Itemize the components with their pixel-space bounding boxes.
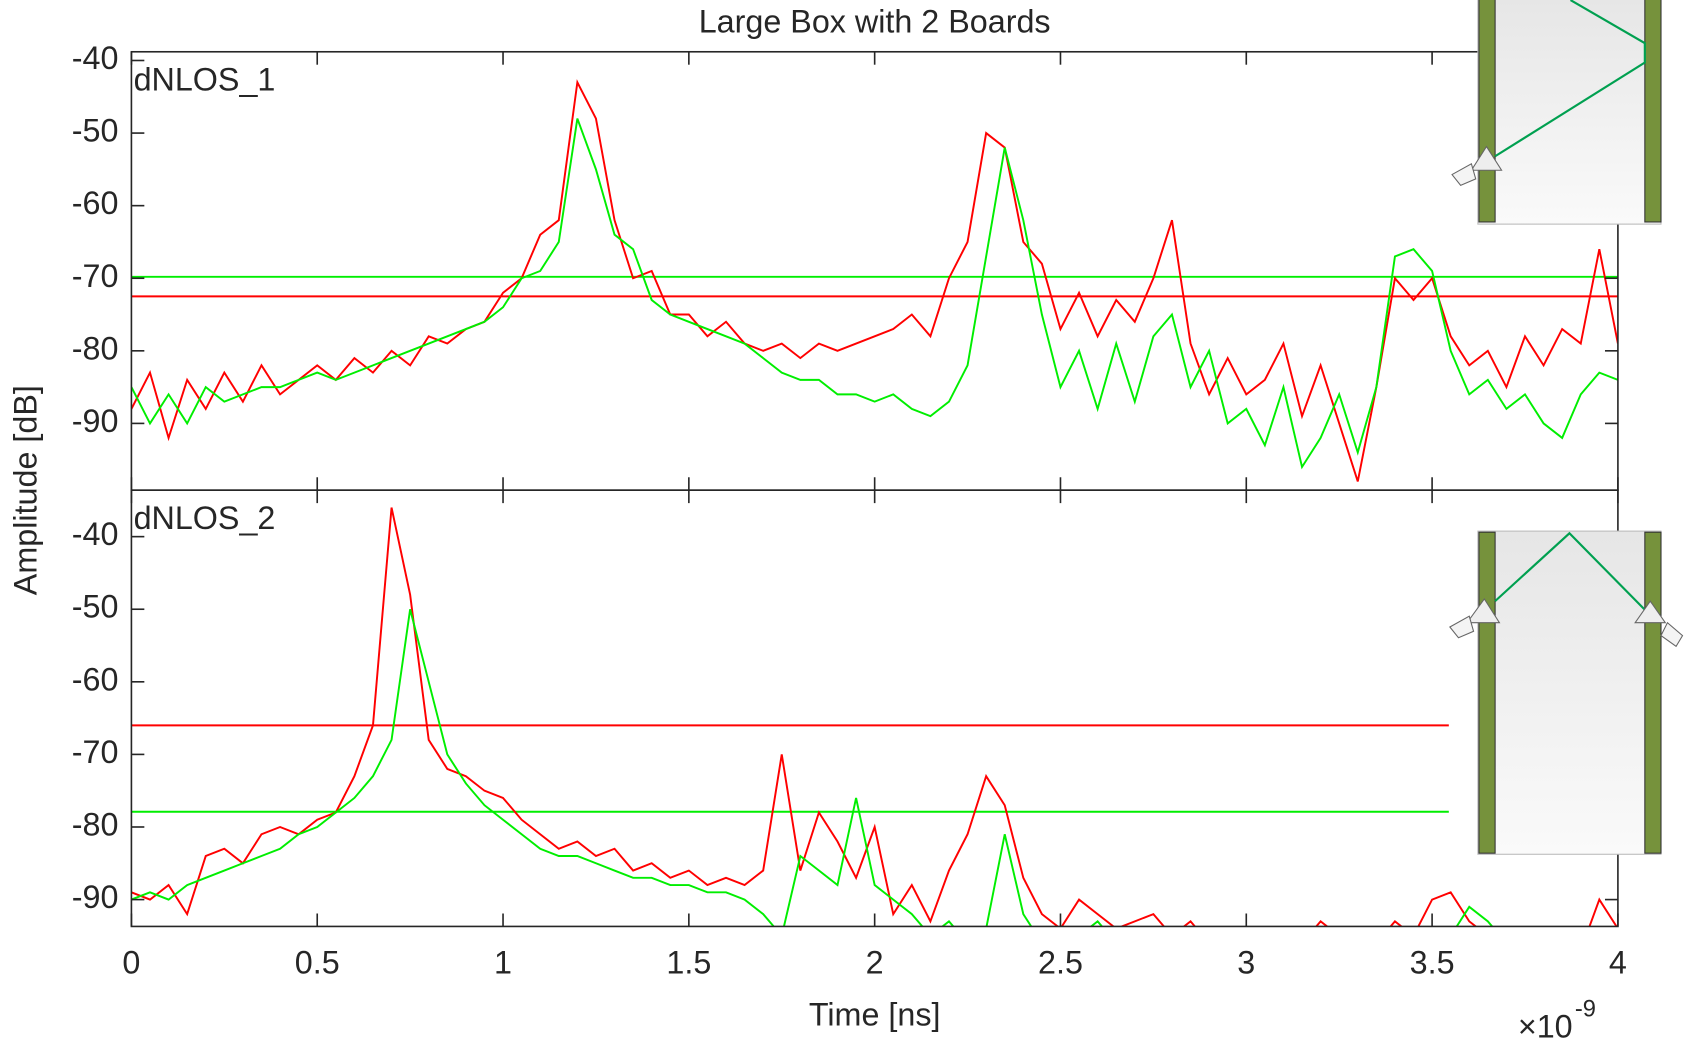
y-tick-label: -60 (72, 661, 119, 697)
x-tick-label: 4 (1609, 945, 1627, 981)
inset-top (1451, 0, 1662, 225)
x-scale-base: ×10 (1518, 1008, 1573, 1044)
panel-label: dNLOS_2 (134, 500, 276, 536)
antenna (1466, 598, 1501, 624)
y-tick-label: -70 (72, 734, 119, 770)
board (1644, 531, 1662, 854)
inset-box (1477, 0, 1662, 225)
y-tick-label: -50 (72, 589, 119, 625)
antenna (1634, 600, 1667, 624)
x-tick-label: 3 (1237, 945, 1255, 981)
x-tick-label: 2.5 (1038, 945, 1083, 981)
ray (1494, 531, 1646, 611)
antenna (1449, 615, 1475, 639)
axes-box (130, 489, 1619, 928)
x-axis-label: Time [ns] (809, 996, 941, 1032)
y-tick-label: -40 (72, 516, 119, 552)
y-axis-label: Amplitude [dB] (8, 385, 44, 595)
y-tick-label: -40 (72, 40, 119, 76)
y-tick-label: -80 (72, 330, 119, 366)
plot-data (131, 79, 1618, 482)
plots: dNLOS_1 -90 -80 -70 -60 -50 -40 dNLOS_2 -90 -80 -7… (72, 40, 1627, 981)
x-tick-label: 0.5 (295, 945, 340, 981)
y-tick-label: -60 (72, 185, 119, 221)
x-tick-label: 3.5 (1410, 945, 1455, 981)
data-line (131, 507, 1618, 927)
data-line (131, 608, 1494, 927)
board (1478, 0, 1496, 223)
y-tick-label: -90 (72, 403, 119, 439)
antenna (1470, 145, 1503, 171)
ray (1494, 0, 1646, 158)
axes-box (130, 50, 1619, 491)
data-line (131, 79, 1618, 482)
data-line (131, 118, 1618, 470)
antenna (1660, 621, 1684, 648)
x-tick-label: 1 (494, 945, 512, 981)
y-tick-label: -50 (72, 113, 119, 149)
chart-title: Large Box with 2 Boards (699, 3, 1051, 39)
board (1644, 0, 1662, 223)
inset-bottom (1449, 530, 1684, 855)
y-tick-label: -90 (72, 879, 119, 915)
antenna (1451, 163, 1477, 187)
x-tick-label: 0 (122, 945, 140, 981)
board (1478, 531, 1496, 854)
y-tick-label: -70 (72, 258, 119, 294)
panel-label: dNLOS_1 (134, 61, 276, 97)
x-tick-label: 2 (866, 945, 884, 981)
x-tick-label: 1.5 (666, 945, 711, 981)
y-tick-label: -80 (72, 807, 119, 843)
plot-data (131, 507, 1618, 927)
x-scale-exponent: -9 (1575, 997, 1596, 1023)
inset-box (1477, 530, 1662, 855)
